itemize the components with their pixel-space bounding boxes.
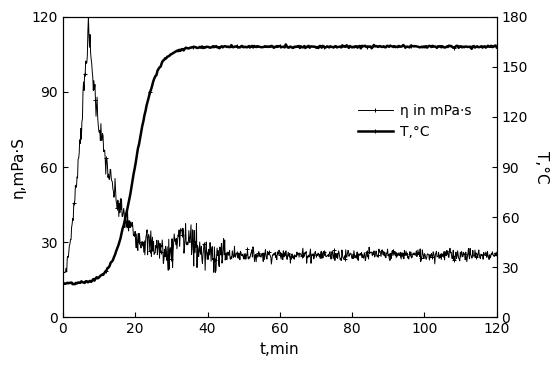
Y-axis label: η,mPa·S: η,mPa·S — [11, 136, 26, 198]
X-axis label: t,min: t,min — [260, 342, 300, 357]
Legend: η in mPa·s, T,°C: η in mPa·s, T,°C — [352, 99, 477, 145]
Y-axis label: T,°C: T,°C — [534, 151, 549, 183]
